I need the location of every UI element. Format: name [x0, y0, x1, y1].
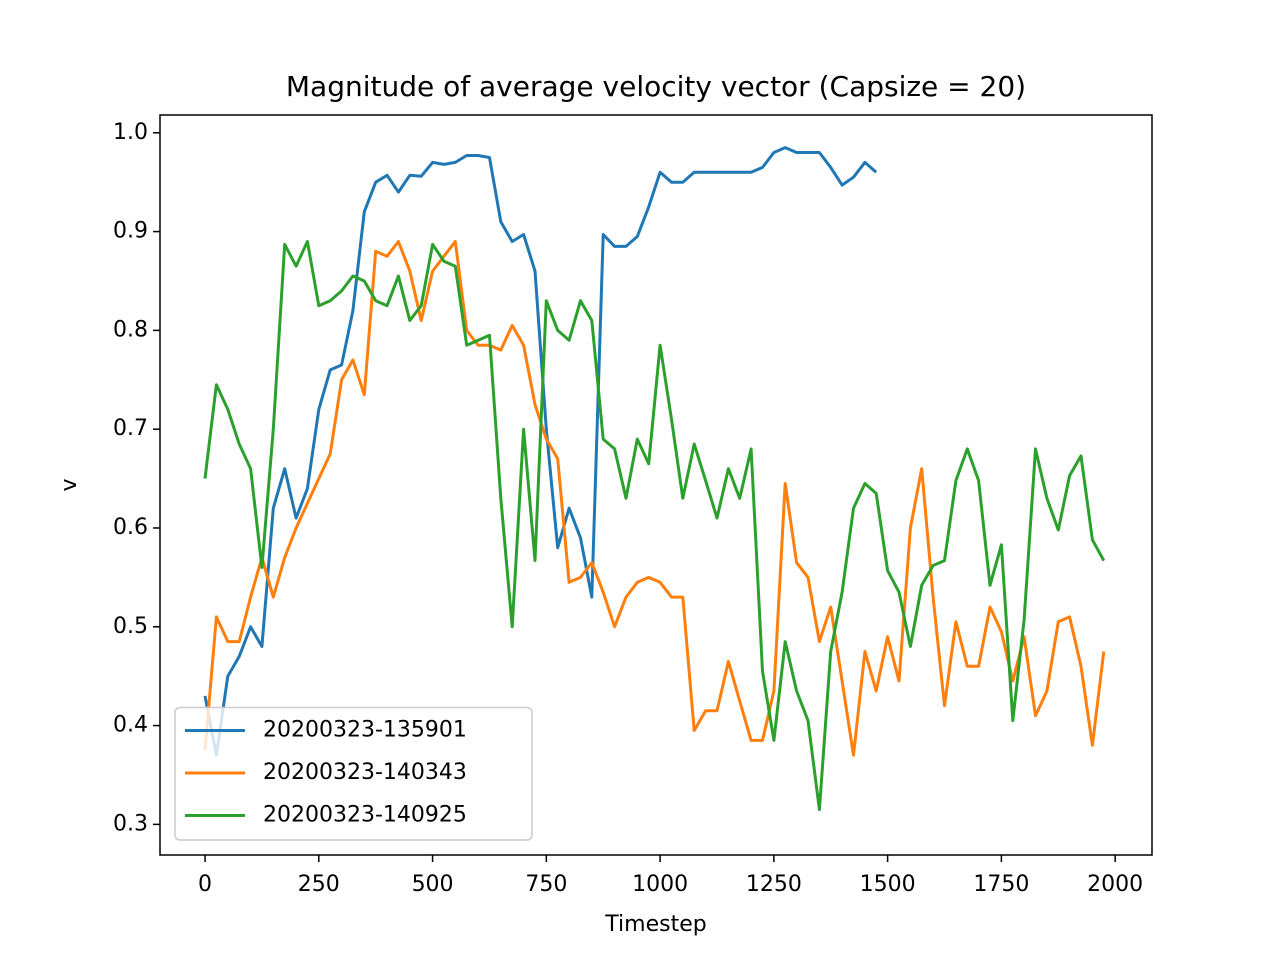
- chart-title: Magnitude of average velocity vector (Ca…: [286, 70, 1026, 103]
- legend-label: 20200323-140925: [263, 803, 467, 828]
- x-tick-label: 500: [412, 872, 454, 897]
- x-tick-label: 0: [198, 872, 212, 897]
- series-line: [203, 240, 1106, 812]
- x-tick-label: 1250: [746, 872, 802, 897]
- x-tick-label: 750: [525, 872, 567, 897]
- y-tick-label: 0.6: [113, 515, 148, 540]
- y-tick-label: 0.3: [113, 811, 148, 836]
- series-line: [203, 146, 878, 757]
- y-tick-label: 0.9: [113, 219, 148, 244]
- x-tick-label: 1000: [632, 872, 688, 897]
- x-tick-label: 1750: [973, 872, 1029, 897]
- x-tick-label: 1500: [860, 872, 916, 897]
- x-tick-label: 250: [298, 872, 340, 897]
- legend-box: [174, 706, 533, 841]
- x-axis-label: Timestep: [604, 912, 706, 937]
- legend-label: 20200323-140343: [263, 760, 467, 785]
- y-tick-label: 0.8: [113, 317, 148, 342]
- y-tick-label: 0.5: [113, 614, 148, 639]
- x-tick-label: 2000: [1087, 872, 1143, 897]
- y-tick-label: 0.7: [113, 416, 148, 441]
- legend-label: 20200323-135901: [263, 718, 467, 743]
- y-axis-label: v: [57, 478, 82, 491]
- y-tick-label: 1.0: [113, 120, 148, 145]
- series-line: [203, 240, 1106, 757]
- plot-frame: [159, 114, 1153, 856]
- y-tick-label: 0.4: [113, 713, 148, 738]
